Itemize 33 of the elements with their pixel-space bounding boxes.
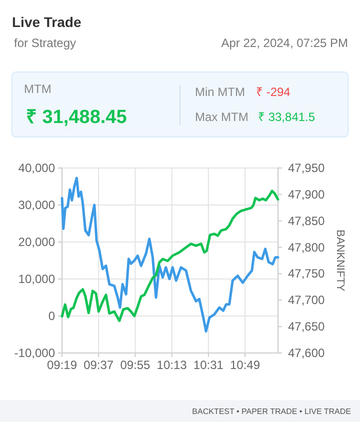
chart-title: Live Trade bbox=[12, 14, 82, 30]
text: ₹ 33,841.5 bbox=[258, 110, 316, 124]
y2-tick-label: 47,950 bbox=[288, 161, 326, 175]
line-series bbox=[60, 190, 280, 322]
y2-tick-label: 47,850 bbox=[288, 214, 326, 228]
y2-tick-label: 47,900 bbox=[288, 187, 326, 202]
x-tick-label: 09:55 bbox=[120, 358, 151, 372]
text: ₹ 31,488.45 bbox=[26, 107, 128, 128]
y-tick-label: -10,000 bbox=[14, 346, 56, 360]
y-tick-label: 30,000 bbox=[18, 198, 56, 212]
x-tick-label: 10:31 bbox=[193, 358, 224, 372]
text: MTM bbox=[24, 82, 52, 96]
chart-subtitle: for Strategy bbox=[14, 36, 76, 50]
y-tick-label: 10,000 bbox=[18, 272, 56, 286]
text: BACKTEST • PAPER TRADE • LIVE TRADE bbox=[192, 407, 351, 416]
text: ₹ -294 bbox=[256, 85, 291, 99]
y2-tick-label: 47,650 bbox=[288, 320, 326, 334]
x-tick-label: 10:13 bbox=[156, 358, 188, 372]
y2-axis-title: BANKNIFTY bbox=[334, 230, 346, 292]
text: Apr 22, 2024, 07:25 PM bbox=[221, 36, 348, 50]
y-tick-label: 40,000 bbox=[18, 161, 56, 175]
y-tick-label: 20,000 bbox=[18, 235, 56, 249]
y-tick-label: 0 bbox=[48, 309, 56, 323]
x-tick-label: 09:37 bbox=[84, 358, 114, 372]
line-series bbox=[60, 176, 280, 333]
y2-tick-label: 47,700 bbox=[288, 293, 326, 308]
x-tick-label: 10:49 bbox=[230, 358, 260, 372]
y2-tick-label: 47,800 bbox=[288, 240, 326, 254]
y2-tick-label: 47,750 bbox=[288, 266, 326, 281]
x-tick-label: 09:19 bbox=[46, 358, 78, 372]
text: Min MTM bbox=[195, 85, 245, 99]
y2-tick-label: 47,600 bbox=[288, 346, 326, 360]
text: Max MTM bbox=[195, 110, 248, 124]
